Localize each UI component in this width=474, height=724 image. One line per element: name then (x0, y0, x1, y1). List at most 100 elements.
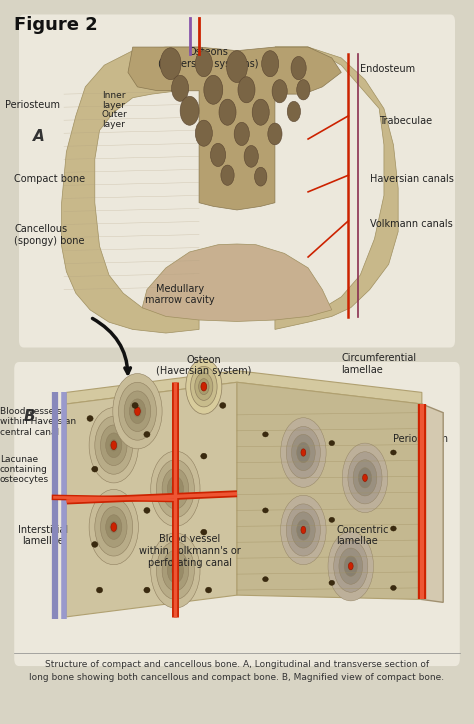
Ellipse shape (87, 416, 93, 421)
Circle shape (106, 433, 122, 458)
Circle shape (167, 476, 183, 501)
Circle shape (195, 120, 212, 146)
Text: Haversian canals: Haversian canals (370, 174, 454, 184)
Circle shape (244, 146, 258, 167)
Text: Endosteum: Endosteum (360, 64, 415, 74)
Text: Structure of compact and cancellous bone. A, Longitudinal and transverse section: Structure of compact and cancellous bone… (45, 660, 429, 669)
Text: Volkmann canals: Volkmann canals (370, 219, 453, 229)
Circle shape (110, 521, 118, 533)
Circle shape (95, 498, 133, 556)
Circle shape (201, 382, 207, 391)
Circle shape (268, 123, 282, 145)
Circle shape (100, 507, 127, 547)
Circle shape (167, 558, 183, 583)
Circle shape (362, 473, 368, 482)
Ellipse shape (201, 529, 207, 535)
Circle shape (151, 451, 200, 526)
Text: Concentric
lamellae: Concentric lamellae (337, 525, 389, 547)
Circle shape (297, 520, 310, 540)
Circle shape (151, 533, 200, 608)
Circle shape (191, 366, 217, 407)
Ellipse shape (144, 432, 150, 437)
Text: Blood vessel
within Volkmann's or
perforating canal: Blood vessel within Volkmann's or perfor… (139, 534, 240, 568)
Ellipse shape (144, 587, 150, 593)
Text: Osteon
(Haversian system): Osteon (Haversian system) (156, 355, 252, 376)
Circle shape (106, 515, 122, 539)
Circle shape (156, 460, 194, 518)
Circle shape (89, 408, 138, 483)
Ellipse shape (96, 587, 102, 593)
Polygon shape (66, 371, 422, 404)
Circle shape (328, 531, 374, 601)
Circle shape (172, 565, 179, 576)
Circle shape (287, 101, 301, 122)
Circle shape (301, 526, 306, 534)
Circle shape (348, 563, 353, 570)
Circle shape (262, 51, 279, 77)
Polygon shape (422, 404, 443, 602)
Circle shape (297, 80, 310, 100)
Circle shape (358, 468, 372, 488)
FancyBboxPatch shape (19, 14, 455, 348)
Circle shape (111, 441, 117, 450)
Polygon shape (142, 244, 332, 321)
Text: Figure 2: Figure 2 (14, 16, 98, 34)
Text: Periosteum: Periosteum (5, 100, 60, 110)
Text: Cancellous
(spongy) bone: Cancellous (spongy) bone (14, 224, 85, 246)
Text: Periosteum: Periosteum (393, 434, 448, 445)
Circle shape (162, 468, 189, 509)
Text: long bone showing both cancellous and compact bone. B, Magnified view of compact: long bone showing both cancellous and co… (29, 673, 445, 682)
Circle shape (110, 439, 118, 451)
Circle shape (344, 556, 357, 576)
Circle shape (111, 523, 117, 531)
Text: Lacunae
containing
osteocytes: Lacunae containing osteocytes (0, 455, 49, 484)
Circle shape (353, 460, 377, 496)
Circle shape (173, 484, 178, 493)
Ellipse shape (144, 508, 150, 513)
Text: Outer
layer: Outer layer (102, 110, 128, 130)
Polygon shape (128, 47, 341, 210)
Text: Medullary
marrow cavity: Medullary marrow cavity (146, 284, 215, 306)
Circle shape (292, 512, 315, 548)
Text: A: A (33, 129, 45, 143)
Circle shape (272, 80, 287, 103)
Ellipse shape (329, 581, 335, 585)
Circle shape (173, 566, 178, 575)
Circle shape (221, 165, 234, 185)
Circle shape (186, 359, 222, 414)
Circle shape (292, 434, 315, 471)
Circle shape (301, 526, 306, 534)
Polygon shape (275, 47, 398, 329)
Ellipse shape (91, 466, 98, 472)
Text: Inner
layer: Inner layer (102, 90, 126, 110)
Circle shape (210, 143, 226, 167)
Circle shape (286, 426, 320, 479)
Circle shape (180, 96, 199, 125)
Ellipse shape (91, 542, 98, 547)
Circle shape (95, 416, 133, 474)
Circle shape (156, 542, 194, 599)
Circle shape (281, 418, 326, 487)
Text: Interstitial
lamellae: Interstitial lamellae (18, 525, 68, 547)
Circle shape (348, 562, 354, 571)
Circle shape (348, 452, 382, 504)
Circle shape (100, 425, 127, 466)
Circle shape (297, 442, 310, 463)
Circle shape (118, 382, 156, 440)
Ellipse shape (206, 587, 211, 593)
Circle shape (113, 374, 162, 449)
Circle shape (255, 167, 267, 186)
Ellipse shape (219, 403, 226, 408)
Ellipse shape (132, 403, 138, 408)
Circle shape (199, 379, 209, 395)
Circle shape (291, 56, 306, 80)
Circle shape (334, 540, 368, 592)
FancyBboxPatch shape (14, 362, 460, 666)
Text: Blood vessels
within Haversian
central canal: Blood vessels within Haversian central c… (0, 407, 76, 437)
Circle shape (227, 51, 247, 83)
Text: Trabeculae: Trabeculae (379, 116, 432, 126)
Polygon shape (62, 47, 199, 333)
Circle shape (342, 443, 388, 513)
Circle shape (363, 474, 367, 481)
Ellipse shape (263, 576, 268, 582)
